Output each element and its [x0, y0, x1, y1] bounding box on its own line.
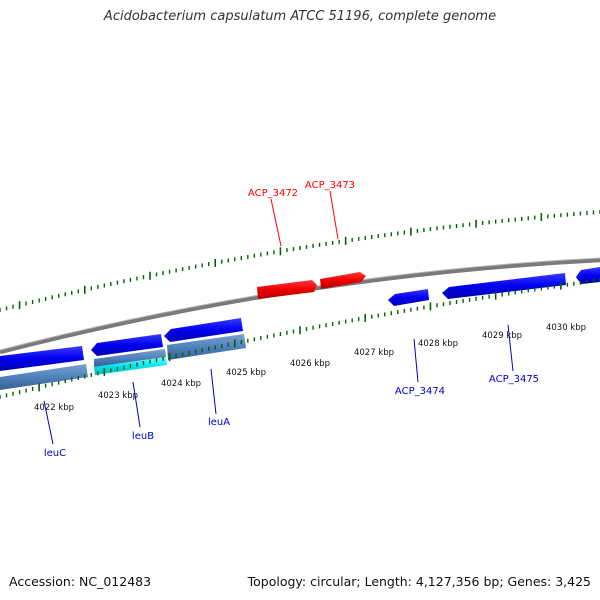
gene-acp3474[interactable]: [388, 289, 429, 306]
kbp-label: 4027 kbp: [354, 348, 394, 358]
label-leuc[interactable]: leuC: [44, 448, 66, 459]
label-acp3475[interactable]: ACP_3475: [489, 374, 539, 385]
topology-info: Topology: circular; Length: 4,127,356 bp…: [247, 574, 591, 589]
kbp-label: 4029 kbp: [482, 331, 522, 341]
gene-steel-left[interactable]: [0, 364, 88, 390]
gene-leub-steel[interactable]: [94, 349, 166, 367]
label-leub[interactable]: leuB: [132, 431, 154, 442]
kbp-label: 4026 kbp: [290, 359, 330, 369]
kbp-label: 4030 kbp: [546, 323, 586, 333]
gene-acp3472[interactable]: [257, 280, 317, 299]
gene-leub-reverse[interactable]: [91, 334, 163, 356]
label-leua[interactable]: leuA: [208, 417, 230, 428]
inner-tick-ring: [0, 278, 600, 399]
gene-acp3473[interactable]: [320, 272, 366, 289]
kbp-label: 4024 kbp: [161, 379, 201, 389]
gene-blue-left[interactable]: [0, 346, 84, 371]
label-acp3474[interactable]: ACP_3474: [395, 386, 445, 397]
gene-blue-right[interactable]: [576, 267, 600, 284]
kbp-label: 4023 kbp: [98, 391, 138, 401]
accession-info: Accession: NC_012483: [9, 574, 152, 589]
gene-leua-steel[interactable]: [167, 334, 246, 360]
kbp-label: 4025 kbp: [226, 368, 266, 378]
gene-acp3475[interactable]: [442, 273, 566, 299]
label-acp3473[interactable]: ACP_3473: [305, 180, 355, 191]
gene-leua-reverse[interactable]: [164, 318, 243, 342]
kbp-label: 4028 kbp: [418, 339, 458, 349]
gene-label-lines: [43, 190, 514, 445]
kbp-labels: 4022 kbp 4023 kbp 4024 kbp 4025 kbp 4026 kbp…: [34, 323, 586, 413]
kbp-label: 4022 kbp: [34, 403, 74, 413]
outer-tick-ring: [0, 210, 600, 312]
map-title: Acidobacterium capsulatum ATCC 51196, co…: [103, 9, 497, 24]
label-acp3472[interactable]: ACP_3472: [248, 188, 298, 199]
